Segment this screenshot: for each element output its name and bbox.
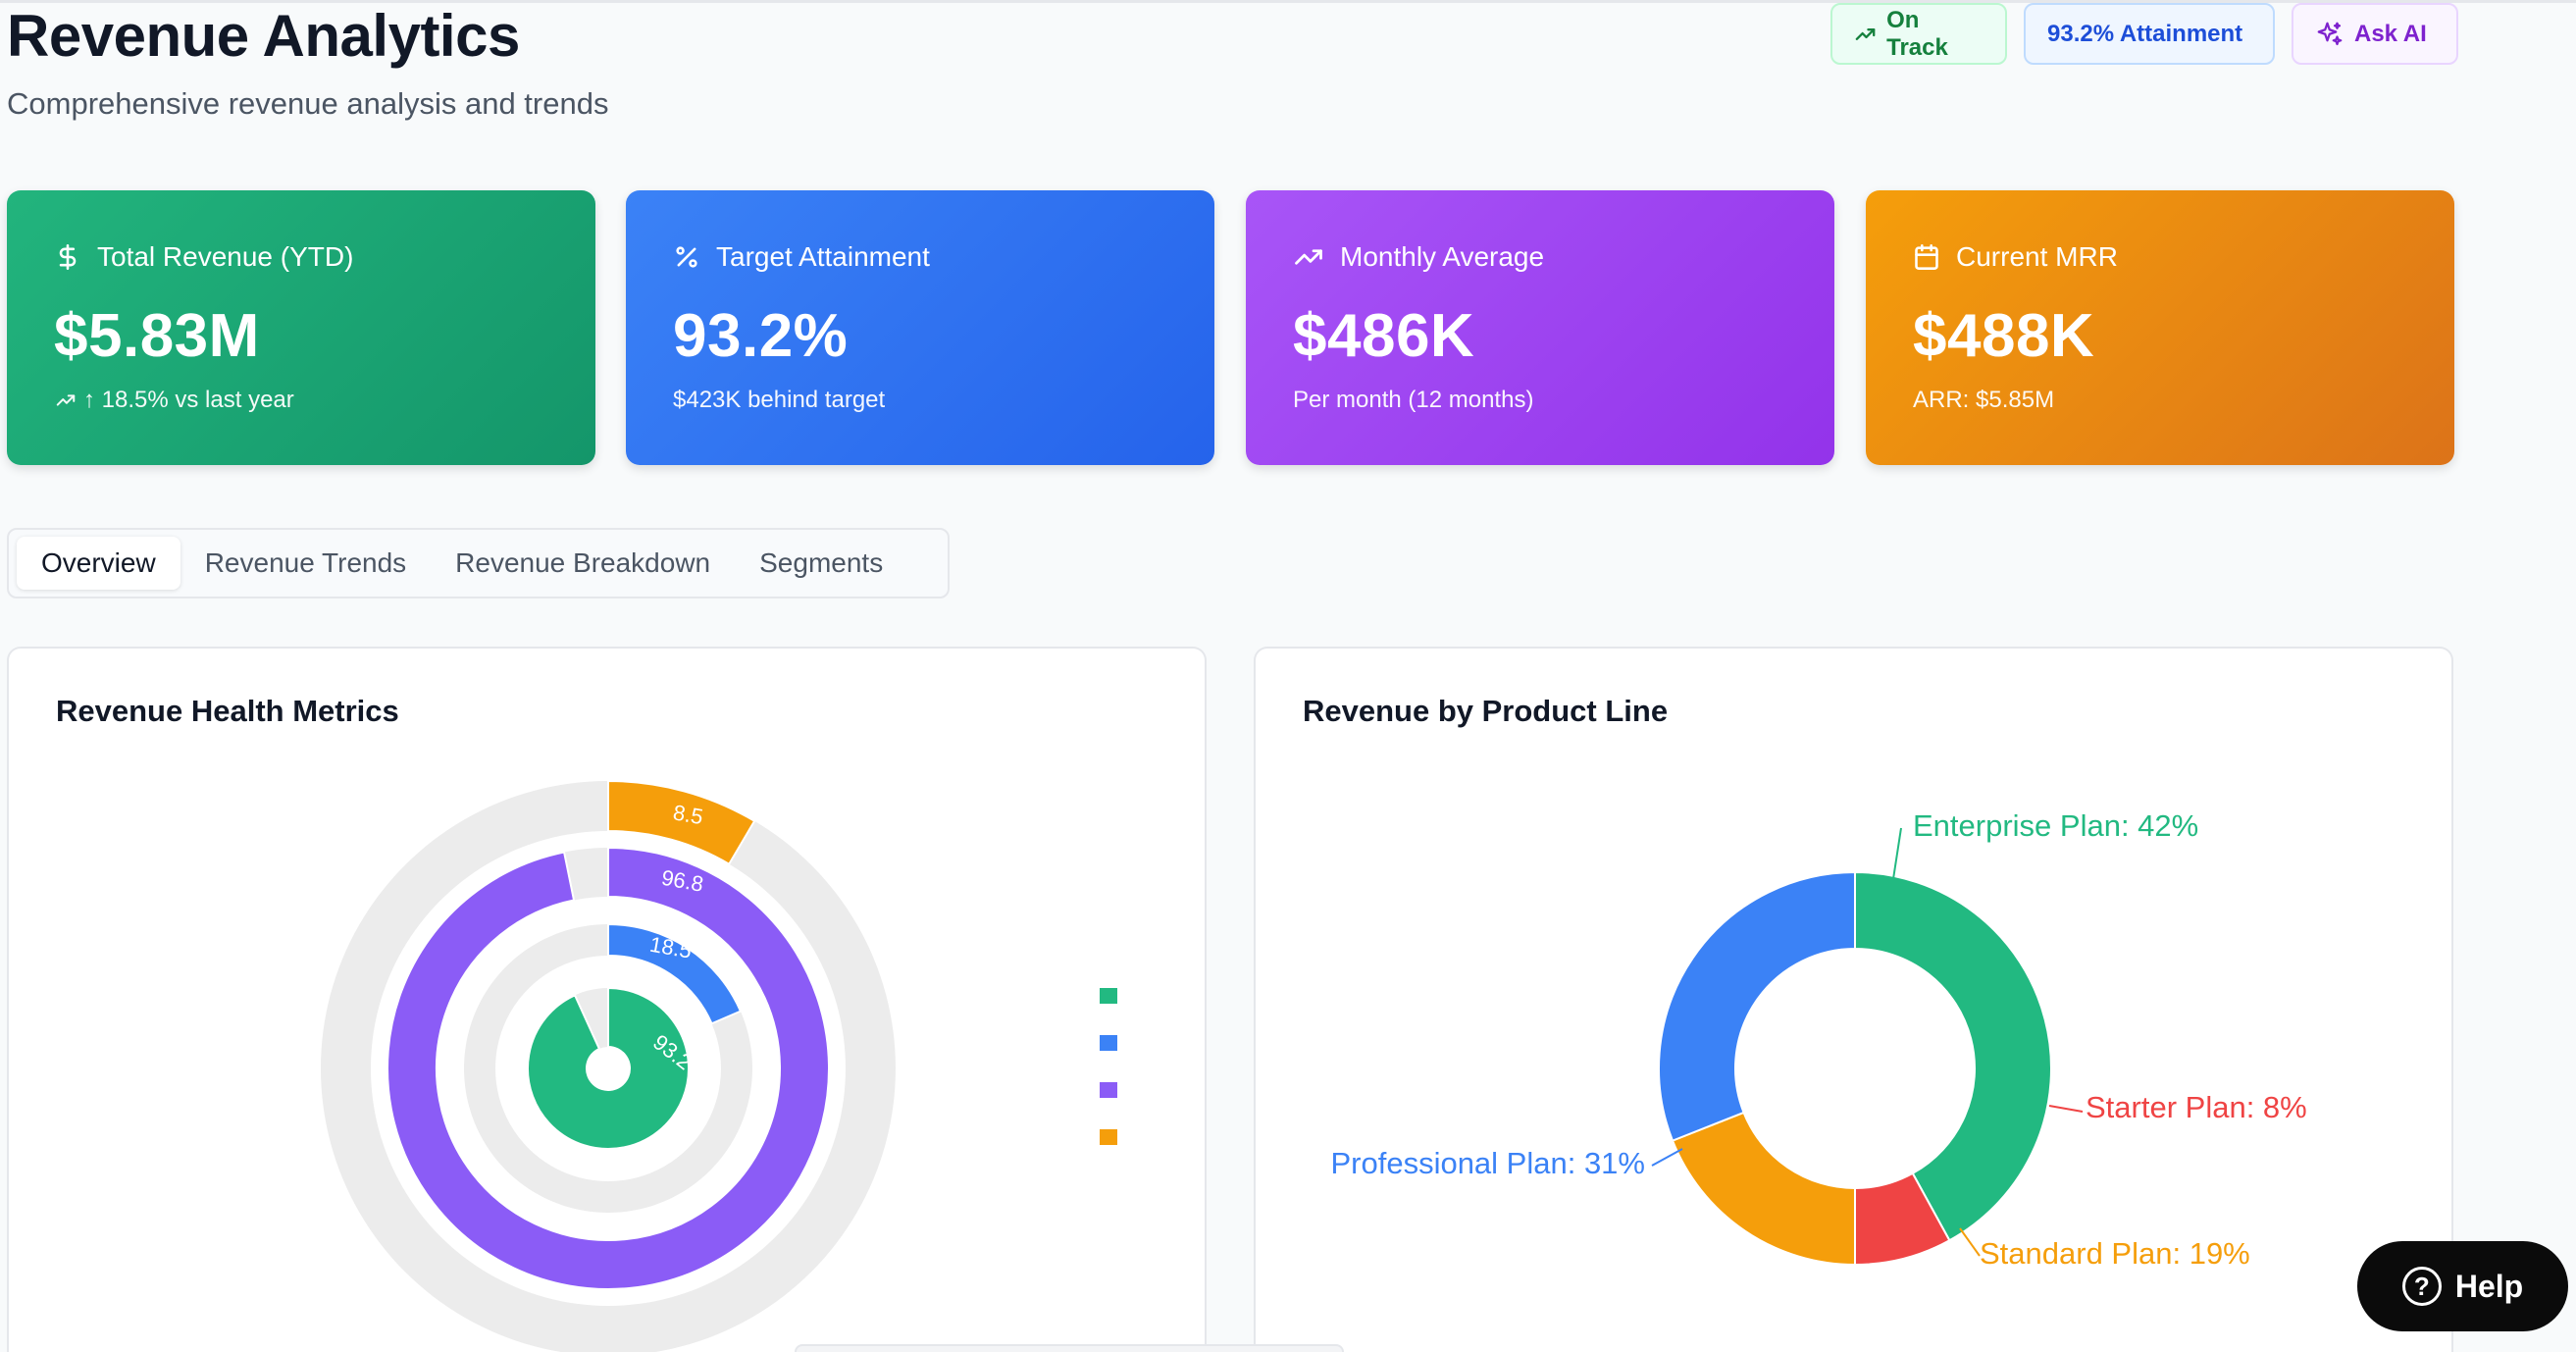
help-button[interactable]: ? Help <box>2357 1241 2568 1331</box>
donut-leader-line <box>1959 1227 1981 1257</box>
kpi-card-current-mrr: Current MRR $488K ARR: $5.85M <box>1866 190 2454 465</box>
kpi-value: $488K <box>1913 302 2095 370</box>
kpi-subtext: Per month (12 months) <box>1293 387 1534 413</box>
ask-ai-label: Ask AI <box>2354 20 2427 47</box>
top-border <box>0 0 2576 3</box>
radial-bar <box>607 779 756 866</box>
ask-ai-button[interactable]: Ask AI <box>2292 3 2458 65</box>
donut-slice <box>1671 1111 1856 1267</box>
tab-overview[interactable]: Overview <box>17 537 180 590</box>
page-subtitle: Comprehensive revenue analysis and trend… <box>7 86 609 121</box>
legend-swatch <box>1100 1082 1117 1098</box>
legend-swatch <box>1100 1129 1117 1145</box>
revenue-health-card: Revenue Health Metrics 93.2 18.5 96.8 8.5 <box>7 647 1207 1352</box>
on-track-badge: On Track <box>1830 3 2007 65</box>
radial-bar-label: 8.5 <box>671 800 704 829</box>
view-tabs: Overview Revenue Trends Revenue Breakdow… <box>7 528 950 598</box>
radial-bar-chart: 93.218.596.88.5 <box>321 779 1117 1352</box>
kpi-label: Current MRR <box>1956 241 2118 272</box>
kpi-subtext: ARR: $5.85M <box>1913 387 2055 413</box>
help-icon: ? <box>2401 1267 2442 1306</box>
kpi-value: $486K <box>1293 302 1475 370</box>
donut-slice <box>1854 870 2052 1242</box>
kpi-card-total-revenue: Total Revenue (YTD) $5.83M ↑ 18.5% vs la… <box>7 190 595 465</box>
help-label: Help <box>2454 1268 2524 1304</box>
attainment-badge: 93.2% Attainment <box>2024 3 2275 65</box>
kpi-value: $5.83M <box>54 302 260 370</box>
donut-leader-line <box>1651 1148 1683 1167</box>
percent-icon <box>676 246 697 268</box>
card-title: Revenue by Product Line <box>1303 694 1669 728</box>
kpi-label: Total Revenue (YTD) <box>97 241 354 272</box>
donut-slice-label: Professional Plan: 31% <box>1330 1146 1645 1180</box>
radial-bar <box>607 922 743 1025</box>
tab-revenue-breakdown[interactable]: Revenue Breakdown <box>455 547 711 578</box>
bottom-scroll-handle <box>795 1344 1344 1352</box>
donut-leader-line <box>1892 827 1902 880</box>
tab-revenue-trends[interactable]: Revenue Trends <box>204 547 407 578</box>
dollar-icon <box>59 244 77 270</box>
card-title: Revenue Health Metrics <box>56 694 399 728</box>
donut-slice-label: Starter Plan: 8% <box>2086 1090 2307 1124</box>
kpi-subtext: $423K behind target <box>673 387 886 413</box>
kpi-subtext: ↑ 18.5% vs last year <box>83 387 294 413</box>
kpi-card-target-attainment: Target Attainment 93.2% $423K behind tar… <box>626 190 1214 465</box>
legend-swatch <box>1100 988 1117 1004</box>
on-track-label: On Track <box>1886 6 1948 61</box>
calendar-icon <box>1915 244 1938 270</box>
tab-segments[interactable]: Segments <box>759 547 884 578</box>
donut-slice-label: Enterprise Plan: 42% <box>1913 808 2198 843</box>
sparkles-icon <box>2317 22 2343 45</box>
kpi-value: 93.2% <box>673 302 849 370</box>
radial-bar <box>527 986 690 1150</box>
page-title: Revenue Analytics <box>7 3 520 69</box>
donut-slice <box>1658 870 1856 1142</box>
radial-bar <box>386 846 830 1290</box>
legend-swatch <box>1100 1035 1117 1051</box>
trending-up-icon <box>56 394 76 406</box>
kpi-card-monthly-average: Monthly Average $486K Per month (12 mont… <box>1246 190 1834 465</box>
kpi-label: Target Attainment <box>716 241 930 272</box>
revenue-product-card: Revenue by Product Line Enterprise Plan:… <box>1254 647 2453 1352</box>
donut-leader-line <box>2048 1105 2084 1113</box>
attainment-label: 93.2% Attainment <box>2047 20 2243 47</box>
donut-chart: Enterprise Plan: 42% Starter Plan: 8% Stan… <box>1330 808 2307 1271</box>
trending-up-icon <box>1855 27 1876 40</box>
donut-slice-label: Standard Plan: 19% <box>1980 1236 2250 1271</box>
trending-up-icon <box>1295 249 1322 265</box>
kpi-label: Monthly Average <box>1340 241 1545 272</box>
header-badges: On Track 93.2% Attainment Ask AI <box>1830 3 2458 65</box>
